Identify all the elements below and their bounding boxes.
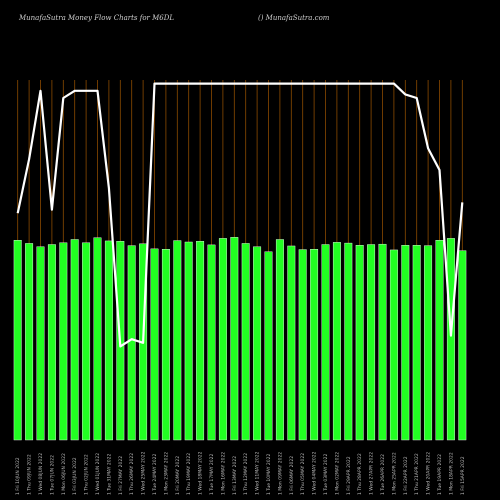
x-tick-label: 1 Fri 10JUN 2022 xyxy=(15,457,21,495)
x-tick-label: 1 Tue 24MAY 2022 xyxy=(152,453,158,495)
money-flow-bar xyxy=(412,245,421,441)
money-flow-bar xyxy=(36,246,45,441)
money-flow-bar xyxy=(264,251,273,441)
money-flow-bar xyxy=(59,242,68,441)
site-credit: () MunafaSutra.com xyxy=(258,14,330,22)
x-tick-label: 1 Wed 27APR 2022 xyxy=(369,452,375,495)
x-tick-label: 1 Mon 16MAY 2022 xyxy=(220,452,226,495)
x-tick-label: 1 Fri 15APR 2022 xyxy=(460,456,466,495)
x-tick-label: 1 Wed 18MAY 2022 xyxy=(198,451,204,495)
money-flow-bar xyxy=(82,242,91,441)
chart-title: MunafaSutra Money Flow Charts for M6DL xyxy=(19,14,174,22)
money-flow-bar xyxy=(207,244,216,441)
bars xyxy=(13,237,467,441)
x-tick-label: 1 Tue 10MAY 2022 xyxy=(266,453,272,495)
money-flow-bar xyxy=(173,240,182,441)
x-tick-label: 1 Tue 17MAY 2022 xyxy=(209,453,215,495)
x-tick-label: 1 Thu 19MAY 2022 xyxy=(186,453,192,495)
x-tick-label: 1 Thu 09JUN 2022 xyxy=(27,454,33,495)
money-flow-bar xyxy=(93,237,102,441)
money-flow-bar xyxy=(13,239,22,441)
x-tick-label: 1 Thu 02JUN 2022 xyxy=(84,454,90,495)
money-flow-bar xyxy=(446,238,455,441)
money-flow-bar xyxy=(321,244,330,441)
money-flow-bar xyxy=(401,245,410,441)
money-flow-bar xyxy=(196,241,205,441)
x-tick-label: 1 Tue 07JUN 2022 xyxy=(49,455,55,495)
x-tick-label: 1 Tue 03MAY 2022 xyxy=(323,453,329,495)
x-tick-label: 1 Mon 02MAY 2022 xyxy=(334,452,340,495)
x-tick-label: 1 Wed 01JUN 2022 xyxy=(95,453,101,495)
x-tick-label: 1 Mon 06JUN 2022 xyxy=(61,453,67,495)
x-tick-label: 1 Tue 26APR 2022 xyxy=(380,454,386,495)
money-flow-bar xyxy=(378,243,387,441)
money-flow-line xyxy=(16,82,464,348)
money-flow-bar xyxy=(241,243,250,441)
x-tick-label: 1 Fri 03JUN 2022 xyxy=(72,457,78,495)
x-tick-label: 1 Thu 26MAY 2022 xyxy=(129,453,135,495)
money-flow-bar xyxy=(367,244,376,441)
x-tick-label: 1 Wed 08JUN 2022 xyxy=(38,453,44,495)
x-tick-label: 1 Fri 06MAY 2022 xyxy=(289,456,295,495)
money-flow-bar xyxy=(47,244,56,441)
money-flow-bar xyxy=(355,245,364,441)
money-flow-bar xyxy=(275,239,284,441)
money-flow-bar xyxy=(298,249,307,441)
money-flow-line-path xyxy=(16,82,464,348)
x-tick-label: 1 Wed 25MAY 2022 xyxy=(141,451,147,495)
x-tick-label: 1 Mon 25APR 2022 xyxy=(391,452,397,495)
x-tick-label: 1 Fri 22APR 2022 xyxy=(403,456,409,495)
x-tick-label: 1 Thu 21APR 2022 xyxy=(414,453,420,495)
money-flow-bar xyxy=(287,245,296,441)
money-flow-bar xyxy=(424,245,433,441)
x-tick-label: 1 Tue 19APR 2022 xyxy=(437,454,443,495)
x-tick-label: 1 Fri 29APR 2022 xyxy=(346,456,352,495)
x-tick-label: 1 Mon 23MAY 2022 xyxy=(163,452,169,495)
money-flow-bar xyxy=(344,242,353,441)
x-tick-label: 1 Mon 09MAY 2022 xyxy=(277,452,283,495)
x-tick-label: 1 Tue 31MAY 2022 xyxy=(106,453,112,495)
money-flow-bar xyxy=(310,248,319,441)
x-tick-label: 1 Thu 05MAY 2022 xyxy=(300,453,306,495)
money-flow-bar xyxy=(70,239,79,441)
money-flow-bar xyxy=(104,240,113,441)
x-tick-label: 1 Wed 11MAY 2022 xyxy=(255,451,261,495)
x-tick-label: 1 Wed 04MAY 2022 xyxy=(312,451,318,495)
money-flow-bar xyxy=(435,239,444,441)
money-flow-bar xyxy=(230,237,239,441)
x-tick-label: 1 Fri 20MAY 2022 xyxy=(175,456,181,495)
x-tick-labels: 1 Fri 10JUN 2022 1 Thu 09JUN 2022 1 Wed 08… xyxy=(15,451,466,495)
money-flow-bar xyxy=(127,245,136,441)
money-flow-bar xyxy=(332,242,341,441)
x-tick-label: 1 Thu 12MAY 2022 xyxy=(243,453,249,495)
x-tick-label: 1 Fri 13MAY 2022 xyxy=(232,456,238,495)
x-tick-label: 1 Wed 20APR 2022 xyxy=(426,452,432,495)
money-flow-bar xyxy=(184,241,193,441)
money-flow-bar xyxy=(389,249,398,441)
money-flow-bar xyxy=(161,248,170,441)
money-flow-bar xyxy=(150,248,159,441)
x-tick-label: 1 Mon 18APR 2022 xyxy=(448,452,454,495)
x-tick-label: 1 Thu 28APR 2022 xyxy=(357,453,363,495)
money-flow-bar xyxy=(458,250,467,441)
x-tick-label: 1 Fri 27MAY 2022 xyxy=(118,456,124,495)
money-flow-bar xyxy=(218,238,227,441)
money-flow-bar xyxy=(253,246,262,441)
money-flow-bar xyxy=(25,243,34,441)
